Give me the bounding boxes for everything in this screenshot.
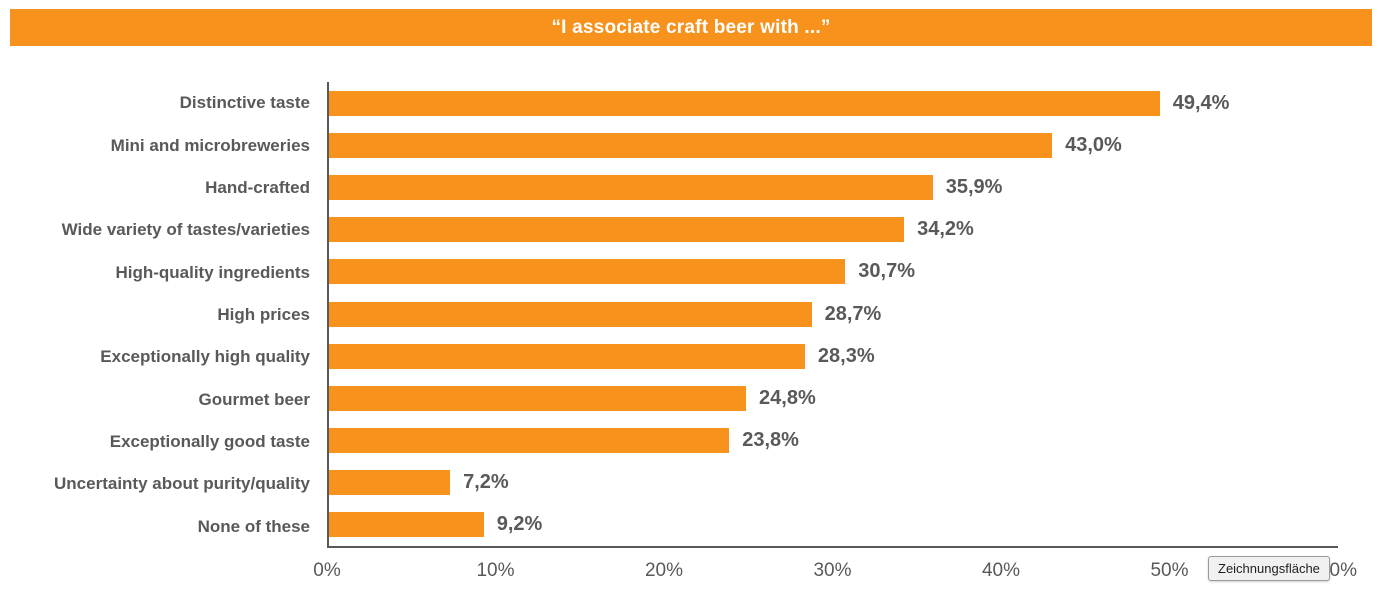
category-label: High-quality ingredients (115, 262, 310, 282)
plot-area-tooltip: Zeichnungsfläche (1208, 556, 1330, 581)
bar-value-label: 28,3% (817, 344, 875, 367)
bar[interactable] (329, 343, 805, 369)
category-label: Mini and microbreweries (110, 135, 310, 155)
bar-row: 9,2% (329, 504, 1338, 546)
bar-value-label: 7,2% (463, 471, 509, 494)
bar-value-label: 34,2% (917, 218, 974, 241)
bar[interactable] (329, 512, 484, 538)
bar-row: 30,7% (329, 251, 1338, 293)
bar-row: 28,3% (329, 335, 1338, 377)
category-label: Exceptionally good taste (109, 432, 310, 452)
bar-row: 23,8% (329, 420, 1338, 462)
bar-value-label: 24,8% (759, 386, 816, 409)
bar-value-label: 49,4% (1172, 91, 1230, 114)
x-tick-label: 50% (1150, 560, 1189, 581)
category-label: Wide variety of tastes/varieties (61, 220, 310, 240)
category-label: Exceptionally high quality (100, 347, 310, 367)
value-axis-labels: 0% 10% 20% 30% 40% 50% 60% (313, 560, 1357, 586)
bar[interactable] (329, 174, 933, 200)
category-label: Hand-crafted (205, 177, 310, 197)
bar-row: 34,2% (329, 209, 1338, 251)
bar[interactable] (329, 132, 1053, 158)
bar[interactable] (329, 428, 730, 454)
x-tick-label: 40% (981, 560, 1021, 581)
chart-title-banner[interactable]: “I associate craft beer with ...” (10, 9, 1372, 46)
category-label: None of these (197, 516, 310, 536)
bar[interactable] (329, 301, 812, 327)
bar-value-label: 9,2% (496, 513, 543, 536)
category-axis-labels: Distinctive taste Mini and microbreweries… (0, 82, 310, 548)
bar-row: 7,2% (329, 462, 1338, 504)
bar-value-label: 43,0% (1065, 133, 1122, 156)
plot-area[interactable]: 49,4% 43,0% 35,9% 34,2% 30,7% 28,7% 28,3% 24,8%… (327, 82, 1338, 548)
category-label: Uncertainty about purity/quality (54, 474, 310, 494)
x-tick-label: 30% (813, 560, 852, 581)
bar-row: 24,8% (329, 377, 1338, 419)
bar[interactable] (329, 470, 451, 496)
bar-value-label: 35,9% (945, 175, 1003, 198)
bar-row: 28,7% (329, 293, 1338, 335)
x-tick-label: 0% (313, 560, 341, 581)
category-label: High prices (217, 304, 310, 324)
bar[interactable] (329, 90, 1160, 116)
bar-row: 49,4% (329, 82, 1338, 124)
category-label: Gourmet beer (198, 389, 310, 409)
bar-row: 43,0% (329, 124, 1338, 166)
bar-value-label: 28,7% (824, 302, 882, 325)
bar[interactable] (329, 217, 905, 243)
chart-title: “I associate craft beer with ...” (551, 16, 831, 38)
tooltip-text: Zeichnungsfläche (1218, 561, 1320, 576)
x-tick-label: 10% (476, 560, 515, 581)
bar[interactable] (329, 385, 747, 411)
bar[interactable] (329, 259, 846, 285)
bar-value-label: 23,8% (742, 429, 799, 452)
category-label: Distinctive taste (179, 93, 310, 113)
bar-row: 35,9% (329, 166, 1338, 208)
bar-value-label: 30,7% (858, 260, 915, 283)
x-tick-label: 20% (644, 560, 684, 581)
